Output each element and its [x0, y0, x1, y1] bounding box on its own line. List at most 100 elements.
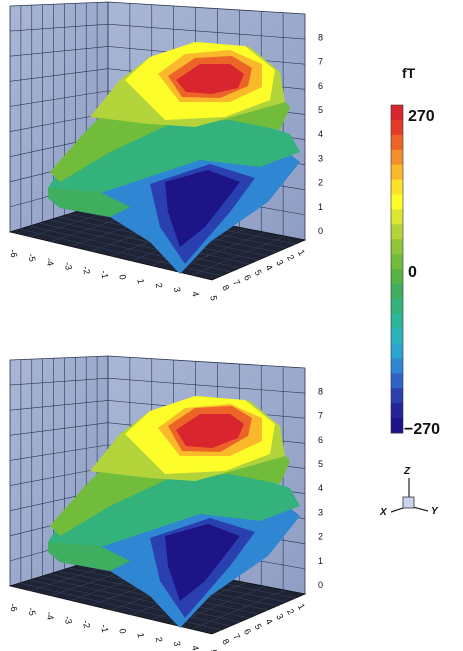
x-tick-label: -1: [99, 624, 110, 634]
colorbar-swatch: [391, 239, 403, 255]
x-tick-label: -4: [44, 611, 55, 621]
y-tick-label: 7: [231, 632, 242, 641]
colorbar-swatch: [391, 343, 403, 359]
triad-z-label: Z: [403, 466, 411, 477]
wall-grid-line: [107, 377, 306, 394]
colorbar-swatch: [391, 119, 403, 136]
x-tick-label: -1: [99, 270, 110, 280]
colorbar-swatch: [391, 149, 403, 166]
x-tick-label: 3: [172, 286, 183, 293]
floor-grid-line: [191, 589, 286, 630]
x-tick-label: -3: [63, 261, 74, 271]
colorbar-swatch: [391, 328, 403, 344]
z-tick-label: 2: [318, 532, 323, 542]
colorbar-swatch: [391, 105, 403, 121]
colorbar-swatch: [391, 209, 403, 225]
z-tick-label: 7: [318, 411, 323, 421]
colorbar-swatch: [391, 164, 403, 180]
y-tick-label: 5: [253, 268, 264, 277]
y-tick-label: 6: [242, 627, 253, 636]
colorbar-mid-label: 0: [408, 264, 417, 281]
z-tick-label: 6: [318, 81, 323, 91]
z-tick-label: 5: [318, 105, 323, 115]
x-tick-label: -5: [26, 253, 37, 263]
colorbar-swatch: [391, 224, 403, 240]
x-tick-label: 5: [208, 295, 219, 302]
z-tick-label: 1: [318, 202, 323, 212]
y-tick-label: 1: [296, 248, 307, 257]
x-tick-label: 0: [117, 274, 128, 281]
colorbar-swatch: [391, 388, 403, 404]
x-tick-label: -6: [8, 603, 19, 613]
surface-contour-band: [165, 524, 240, 601]
colorbar-swatch: [391, 134, 403, 151]
y-tick-label: 7: [231, 278, 242, 287]
wall-grid-line: [9, 377, 109, 386]
colorbar-min-label: −270: [404, 421, 440, 438]
y-tick-label: 8: [220, 283, 231, 292]
z-tick-label: 7: [318, 57, 323, 67]
y-tick-label: 8: [220, 637, 231, 646]
colorbar-swatch: [391, 269, 403, 285]
surface-contour-band: [165, 170, 240, 247]
colorbar-frame: [390, 104, 404, 434]
floor-grid-line: [191, 235, 286, 276]
y-tick-label: 6: [242, 273, 253, 282]
x-tick-label: -4: [44, 257, 55, 267]
y-tick-label: 3: [274, 612, 285, 621]
y-tick-label: 2: [285, 607, 296, 616]
triad-cube: [402, 496, 415, 509]
z-tick-label: 4: [318, 483, 323, 493]
colorbar-swatch: [391, 358, 403, 374]
colorbar-swatch: [391, 403, 403, 419]
colorbar-swatch: [391, 313, 403, 330]
colorbar-swatch: [391, 298, 403, 315]
x-tick-label: 4: [190, 291, 201, 298]
wall-grid-line: [9, 400, 109, 411]
colorbar-swatch: [391, 254, 403, 270]
z-tick-label: 8: [318, 386, 323, 396]
surface-contour-band: [48, 542, 130, 571]
triad-y-label: Y: [431, 506, 439, 517]
z-tick-label: 8: [318, 32, 323, 42]
z-tick-label: 5: [318, 459, 323, 469]
wall-grid-line: [9, 444, 109, 461]
z-tick-label: 0: [318, 226, 323, 236]
x-tick-label: 3: [172, 640, 183, 647]
z-tick-label: 2: [318, 178, 323, 188]
colorbar-swatch: [391, 194, 403, 210]
y-tick-label: 3: [274, 258, 285, 267]
colorbar-max-label: 270: [408, 108, 435, 125]
z-tick-label: 6: [318, 435, 323, 445]
z-tick-label: 3: [318, 507, 323, 517]
x-tick-label: 2: [154, 636, 165, 643]
x-tick-label: -6: [8, 249, 19, 259]
x-tick-label: 5: [208, 649, 219, 651]
surface-contour-band: [48, 188, 130, 217]
x-tick-label: 1: [135, 278, 146, 285]
z-tick-label: 4: [318, 129, 323, 139]
y-tick-label: 1: [296, 602, 307, 611]
wall-grid-line: [9, 46, 109, 57]
x-tick-label: 2: [154, 282, 165, 289]
colorbar-swatch: [391, 418, 403, 434]
x-tick-label: -2: [81, 265, 92, 275]
surface-contour-band: [176, 64, 244, 94]
wall-grid-line: [9, 23, 109, 32]
colorbar-unit-label: fT: [402, 65, 416, 81]
surface-contour-band: [176, 414, 244, 448]
triad-x-label: X: [379, 507, 388, 518]
colorbar: fT 270 0 −270: [390, 65, 440, 438]
colorbar-swatch: [391, 283, 403, 300]
y-tick-label: 4: [263, 263, 274, 272]
x-tick-label: 1: [135, 632, 146, 639]
wall-grid-line: [9, 422, 109, 436]
axis-triad: Z X Y: [379, 466, 439, 518]
z-tick-label: 1: [318, 556, 323, 566]
y-tick-label: 2: [285, 253, 296, 262]
colorbar-swatches: [390, 104, 404, 434]
z-tick-label: 0: [318, 580, 323, 590]
